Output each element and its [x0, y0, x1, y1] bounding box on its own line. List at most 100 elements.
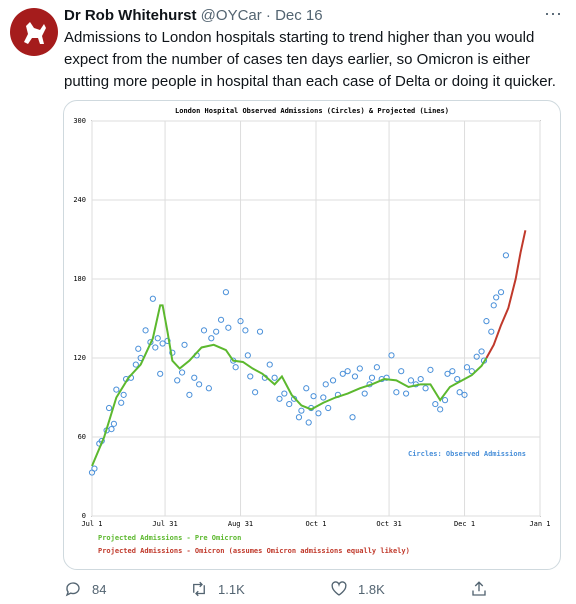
like-count: 1.8K: [358, 581, 385, 597]
reply-icon: [65, 582, 80, 597]
tweet-date[interactable]: Dec 16: [275, 7, 323, 24]
observed-point: [256, 328, 264, 335]
observed-point: [295, 414, 303, 421]
observed-point: [322, 381, 329, 388]
observed-point: [490, 302, 497, 309]
observed-point: [493, 294, 500, 301]
action-bar: 84 1.1K 1.8K: [64, 580, 554, 602]
observed-point: [110, 420, 118, 427]
observed-point: [298, 407, 305, 414]
observed-point: [149, 295, 156, 302]
observed-point: [463, 364, 471, 371]
observed-point: [118, 399, 125, 406]
observed-point: [164, 337, 171, 344]
more-button[interactable]: ⋯: [544, 4, 562, 24]
observed-point: [473, 353, 480, 360]
observed-point: [303, 385, 310, 392]
projection-line: [485, 230, 527, 359]
x-tick-label: Jan 1: [529, 520, 550, 528]
y-tick-label: 120: [73, 354, 86, 362]
observed-point: [191, 374, 198, 381]
observed-point: [402, 390, 410, 397]
observed-point: [247, 373, 254, 380]
observed-point: [454, 375, 461, 383]
y-tick-label: 60: [78, 433, 86, 441]
observed-point: [407, 377, 415, 384]
tweet-text: Admissions to London hospitals starting …: [64, 29, 556, 90]
observed-point: [502, 252, 510, 259]
observed-point: [281, 390, 288, 397]
observed-point: [186, 391, 193, 398]
observed-point: [383, 374, 390, 381]
observed-point: [196, 381, 203, 388]
share-icon: [472, 581, 486, 596]
observed-point: [266, 361, 273, 368]
observed-point: [200, 327, 208, 334]
observed-point: [91, 465, 98, 472]
y-tick-label: 240: [73, 196, 86, 204]
x-tick-label: Jul 31: [152, 520, 177, 528]
observed-point: [478, 348, 485, 355]
observed-point: [159, 340, 166, 347]
observed-point: [120, 391, 127, 398]
reply-count: 84: [92, 581, 107, 597]
observed-point: [488, 328, 495, 335]
y-tick-label: 300: [73, 117, 86, 125]
chart-title: London Hospital Observed Admissions (Cir…: [175, 107, 449, 115]
observed-point: [276, 395, 283, 402]
observed-point: [356, 365, 363, 372]
author-name[interactable]: Dr Rob Whitehurst: [64, 7, 197, 24]
x-tick-label: Oct 1: [305, 520, 326, 528]
observed-point: [339, 370, 346, 377]
observed-point: [225, 324, 232, 331]
x-tick-label: Dec 1: [454, 520, 475, 528]
x-tick-label: Aug 31: [228, 520, 253, 528]
observed-point: [310, 393, 317, 400]
avatar[interactable]: [10, 8, 58, 56]
legend-entry: Projected Admissions - Omicron (assumes …: [98, 547, 410, 555]
retweet-button[interactable]: 1.1K: [190, 580, 245, 598]
retweet-count: 1.1K: [218, 581, 245, 597]
retweet-icon: [193, 581, 205, 597]
observed-point: [232, 364, 239, 371]
observed-point: [432, 400, 439, 408]
observed-point: [108, 426, 115, 433]
observed-point: [422, 385, 429, 392]
legend-entry: Projected Admissions - Pre Omicron: [98, 534, 241, 542]
observed-point: [417, 375, 424, 383]
annotation: Circles: Observed Admissions: [408, 450, 526, 458]
observed-point: [305, 419, 312, 426]
observed-point: [398, 368, 405, 375]
projection-line: [91, 304, 488, 467]
author-handle[interactable]: @OYCar: [200, 7, 262, 24]
observed-point: [441, 397, 449, 404]
observed-point: [393, 389, 400, 396]
like-icon: [331, 581, 347, 596]
reply-button[interactable]: 84: [64, 580, 106, 598]
observed-point: [329, 377, 337, 384]
observed-point: [344, 368, 351, 375]
separator: ·: [265, 7, 271, 24]
observed-point: [373, 364, 380, 371]
observed-point: [154, 335, 161, 342]
observed-point: [444, 370, 451, 377]
y-tick-label: 180: [73, 275, 86, 283]
observed-point: [252, 389, 259, 396]
like-button[interactable]: 1.8K: [330, 580, 385, 598]
observed-point: [152, 344, 159, 351]
observed-point: [271, 374, 278, 381]
observed-point: [132, 361, 139, 368]
observed-point: [497, 289, 505, 296]
observed-point: [461, 391, 468, 398]
chart[interactable]: London Hospital Observed Admissions (Cir…: [63, 100, 561, 570]
observed-point: [208, 335, 215, 342]
observed-point: [325, 404, 332, 412]
observed-point: [178, 369, 186, 376]
observed-point: [157, 370, 164, 377]
observed-point: [349, 414, 356, 421]
observed-point: [205, 385, 212, 392]
share-button[interactable]: [470, 580, 488, 598]
observed-point: [437, 406, 444, 413]
observed-point: [368, 374, 376, 381]
